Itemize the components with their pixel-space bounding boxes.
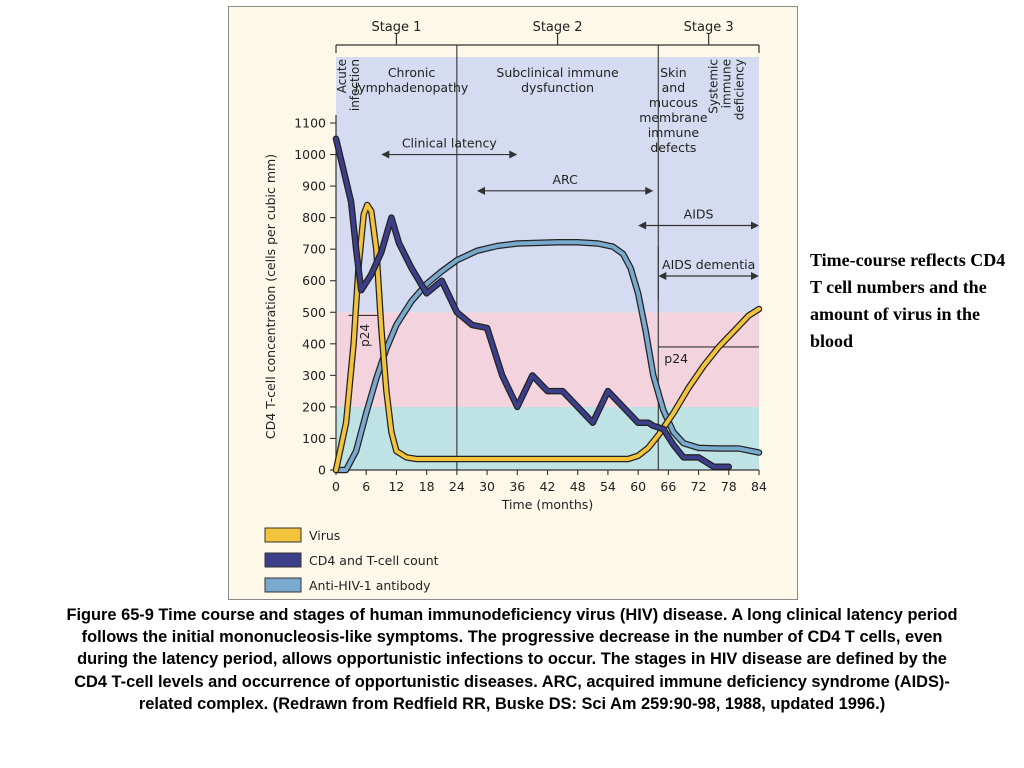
y-tick-label: 700 xyxy=(302,242,326,257)
range-arrow-0-arrow-left xyxy=(381,150,390,159)
phase-label-text: lymphadenopathy xyxy=(355,80,469,95)
x-tick-label: 60 xyxy=(630,479,646,494)
hiv-time-course-chart: Stage 1 Stage 2 Stage 3 Acute infection Chron… xyxy=(263,20,767,593)
phase-label-text: dysfunction xyxy=(521,80,594,95)
y-tick-label: 100 xyxy=(302,431,326,446)
x-tick-label: 42 xyxy=(540,479,556,494)
range-arrow-1-arrow-right xyxy=(645,186,654,195)
x-tick-label: 12 xyxy=(388,479,404,494)
phase-label-text: Subclinical immune xyxy=(496,65,619,80)
legend-label: Anti-HIV-1 antibody xyxy=(309,578,431,593)
figure-frame: Stage 1 Stage 2 Stage 3 Acute infection Chron… xyxy=(228,6,798,600)
legend-label: Virus xyxy=(309,528,340,543)
x-tick-label: 66 xyxy=(660,479,676,494)
range-arrow-2-arrow-left xyxy=(638,221,647,230)
y-tick-label: 1000 xyxy=(294,147,326,162)
phase-label-group-4: Systemic immune deficiency xyxy=(706,59,746,120)
x-tick-label: 84 xyxy=(751,479,767,494)
y-tick-label: 1100 xyxy=(294,116,326,131)
y-tick-label: 0 xyxy=(318,463,326,478)
range-label: ARC xyxy=(552,172,578,187)
x-tick-label: 54 xyxy=(600,479,616,494)
p24-label: p24 xyxy=(664,351,688,366)
phase-label-text: deficiency xyxy=(732,59,746,120)
background-band-2 xyxy=(336,57,759,313)
x-tick-label: 24 xyxy=(449,479,465,494)
phase-label-text: Systemic xyxy=(706,59,720,114)
phase-label-text: infection xyxy=(348,59,362,111)
p24-label: p24 xyxy=(358,324,372,347)
range-label: AIDS xyxy=(684,207,714,222)
y-tick-label: 600 xyxy=(302,273,326,288)
x-tick-label: 36 xyxy=(509,479,525,494)
y-tick-label: 400 xyxy=(302,336,326,351)
y-tick-label: 300 xyxy=(302,368,326,383)
cd4-and-t-cell-count-series-line xyxy=(334,136,731,469)
phase-label-text: and xyxy=(662,80,686,95)
x-tick-label: 72 xyxy=(691,479,707,494)
x-tick-label: 0 xyxy=(332,479,340,494)
legend-swatch xyxy=(264,577,302,593)
phase-label-text: Skin xyxy=(660,65,687,80)
legend-swatch xyxy=(264,527,302,543)
phase-label-text: immune xyxy=(648,125,700,140)
phase-label-text: defects xyxy=(650,140,696,155)
figure-caption: Figure 65-9 Time course and stages of hu… xyxy=(66,606,958,713)
x-tick-label: 18 xyxy=(419,479,435,494)
stage-label: Stage 2 xyxy=(533,20,583,35)
x-tick-label: 78 xyxy=(721,479,737,494)
phase-label-text: membrane xyxy=(639,110,708,125)
range-label: Clinical latency xyxy=(402,136,498,151)
range-label: AIDS dementia xyxy=(662,257,755,272)
stage-label: Stage 1 xyxy=(371,20,421,35)
phase-label-text: Acute xyxy=(335,59,349,93)
x-tick-label: 30 xyxy=(479,479,495,494)
anti-hiv-1-antibody-series-line xyxy=(334,240,761,472)
x-axis-label: Time (months) xyxy=(501,497,593,512)
phase-label-text: Chronic xyxy=(388,65,436,80)
virus-series-line xyxy=(334,203,761,472)
phase-label-text: immune xyxy=(719,59,733,108)
range-arrow-3-arrow-left xyxy=(658,271,667,280)
range-arrow-1-arrow-left xyxy=(477,186,485,195)
range-arrow-2-arrow-right xyxy=(751,221,759,230)
range-arrow-0-arrow-right xyxy=(509,150,518,159)
y-tick-label: 500 xyxy=(302,305,326,320)
legend-swatch xyxy=(264,552,302,568)
y-axis-label: CD4 T-cell concentration (cells per cubi… xyxy=(263,154,278,439)
x-tick-label: 48 xyxy=(570,479,586,494)
y-tick-label: 800 xyxy=(302,210,326,225)
stage-label: Stage 3 xyxy=(684,20,734,35)
legend-label: CD4 and T-cell count xyxy=(309,553,439,568)
phase-label-group-0: Acute infection xyxy=(335,59,362,111)
y-tick-label: 900 xyxy=(302,179,326,194)
x-tick-label: 6 xyxy=(362,479,370,494)
phase-label-text: mucous xyxy=(649,95,698,110)
range-arrow-3-arrow-right xyxy=(751,271,759,280)
y-tick-label: 200 xyxy=(302,399,326,414)
side-note: Time-course reflects CD4 T cell numbers … xyxy=(810,250,1006,351)
